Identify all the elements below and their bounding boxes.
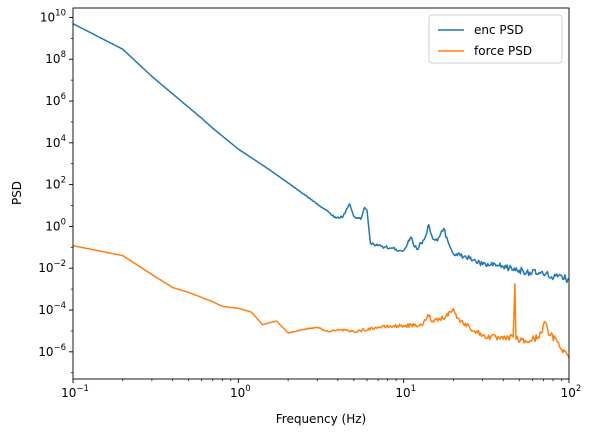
x-ticks: 10−1 100 101 102 <box>61 379 581 400</box>
x-tick-label: 100 <box>230 384 251 400</box>
y-tick-label: 100 <box>45 217 66 233</box>
legend: enc PSD force PSD <box>428 14 563 64</box>
y-tick-label: 10−6 <box>38 343 66 359</box>
plot-frame <box>72 7 570 380</box>
y-tick-label: 104 <box>45 134 66 150</box>
series-layer <box>73 23 569 359</box>
y-tick-label: 10−4 <box>38 301 66 317</box>
legend-label: enc PSD <box>474 23 524 37</box>
x-tick-label: 102 <box>561 384 582 400</box>
x-tick-label: 10−1 <box>61 384 89 400</box>
series-line-1 <box>73 23 569 284</box>
y-tick-label: 10−2 <box>38 259 66 275</box>
legend-label: force PSD <box>474 44 532 58</box>
series-line-2 <box>73 244 569 359</box>
y-tick-label: 102 <box>45 176 66 192</box>
x-axis-label: Frequency (Hz) <box>276 412 367 426</box>
y-tick-label: 106 <box>45 92 66 108</box>
y-tick-label: 1010 <box>40 8 66 24</box>
y-tick-label: 108 <box>45 50 66 66</box>
y-axis-label: PSD <box>10 181 24 205</box>
x-tick-label: 101 <box>395 384 416 400</box>
y-ticks: 10−6 10−4 10−2 100 102 104 106 108 1010 <box>38 8 73 374</box>
